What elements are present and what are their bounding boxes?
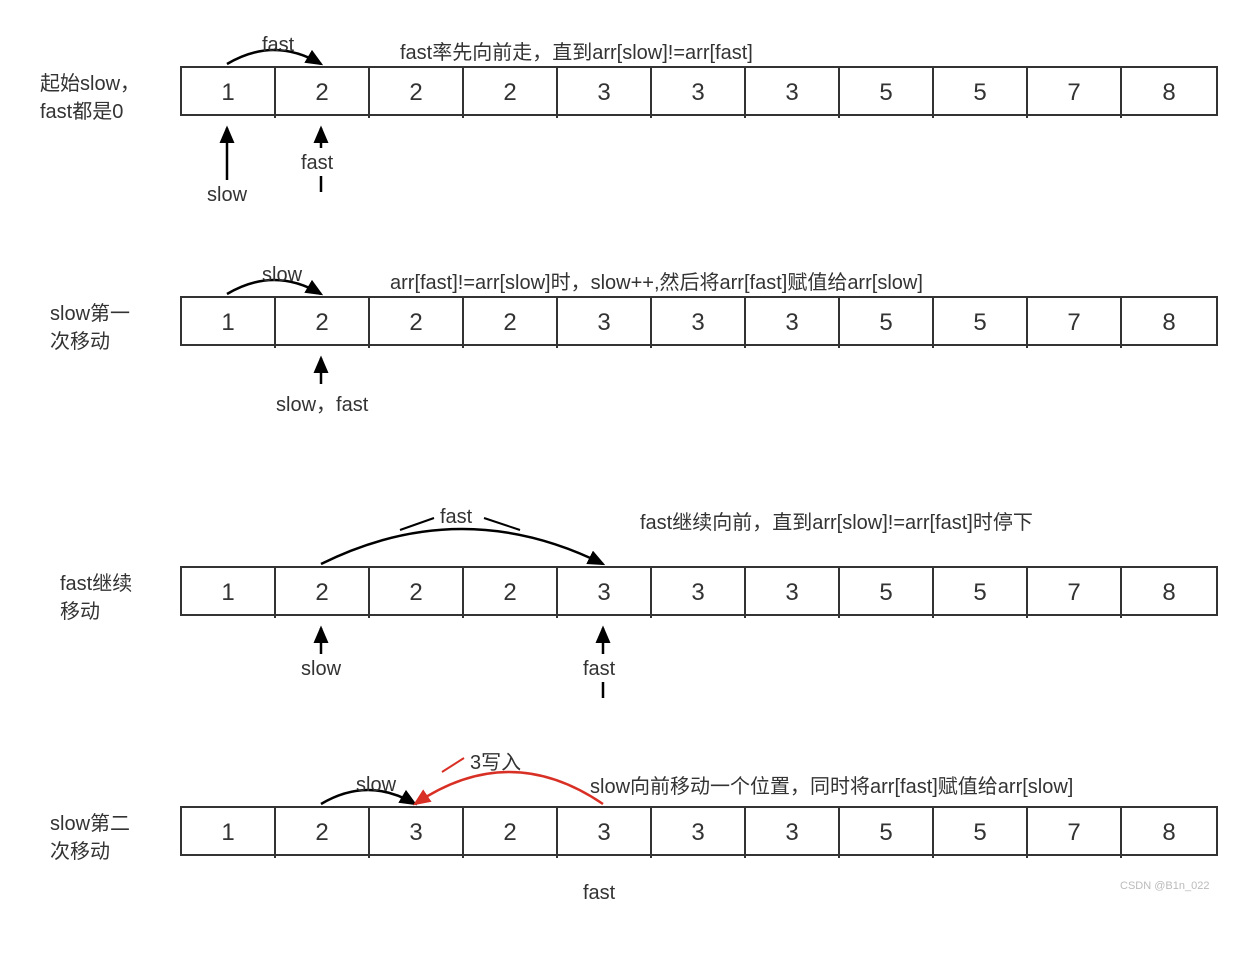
array-cell: 5 [934, 68, 1028, 118]
arc-label: fast [262, 34, 294, 57]
watermark: CSDN @B1n_022 [1120, 880, 1209, 892]
arc-label: slow [262, 264, 302, 287]
array-cell: 2 [370, 68, 464, 118]
array-row: 12323335578 [180, 806, 1218, 856]
diagram-step: slow第一次移动 arr[fast]!=arr[slow]时，slow++,然后… [0, 250, 1246, 480]
step-description: arr[fast]!=arr[slow]时，slow++,然后将arr[fast… [390, 266, 923, 295]
step-side-label: 起始slow，fast都是0 [40, 70, 140, 126]
diagram-step: slow第二次移动 slow向前移动一个位置，同时将arr[fast]赋值给arr… [0, 730, 1246, 960]
array-cell: 3 [746, 808, 840, 858]
array-cell: 2 [276, 298, 370, 348]
array-cell: 7 [1028, 68, 1122, 118]
array-cell: 8 [1122, 808, 1216, 858]
pointer-label: slow [301, 658, 341, 681]
array-cell: 3 [652, 298, 746, 348]
arc-label: fast [440, 506, 472, 529]
pointer-label: fast [583, 882, 615, 905]
step-description: fast率先向前走，直到arr[slow]!=arr[fast] [400, 36, 753, 65]
step-description: fast继续向前，直到arr[slow]!=arr[fast]时停下 [640, 506, 1033, 535]
array-cell: 3 [746, 298, 840, 348]
array-cell: 2 [276, 808, 370, 858]
array-cell: 2 [276, 68, 370, 118]
array-cell: 2 [370, 568, 464, 618]
array-cell: 5 [840, 808, 934, 858]
array-cell: 3 [652, 808, 746, 858]
array-cell: 3 [558, 68, 652, 118]
array-cell: 7 [1028, 808, 1122, 858]
array-cell: 2 [276, 568, 370, 618]
step-side-label: slow第二次移动 [50, 810, 130, 866]
step-description: slow向前移动一个位置，同时将arr[fast]赋值给arr[slow] [590, 770, 1073, 799]
array-cell: 2 [464, 568, 558, 618]
pointer-label: slow [207, 184, 247, 207]
array-cell: 2 [464, 298, 558, 348]
step-side-label: slow第一次移动 [50, 300, 130, 356]
array-cell: 3 [746, 68, 840, 118]
array-cell: 5 [934, 568, 1028, 618]
array-cell: 1 [182, 298, 276, 348]
array-cell: 1 [182, 568, 276, 618]
array-cell: 5 [934, 808, 1028, 858]
array-cell: 3 [746, 568, 840, 618]
pointer-label: fast [583, 658, 615, 681]
array-cell: 5 [840, 298, 934, 348]
array-cell: 7 [1028, 298, 1122, 348]
array-cell: 8 [1122, 68, 1216, 118]
array-cell: 3 [652, 68, 746, 118]
array-row: 12223335578 [180, 566, 1218, 616]
array-cell: 2 [464, 808, 558, 858]
array-cell: 7 [1028, 568, 1122, 618]
array-cell: 5 [934, 298, 1028, 348]
array-cell: 5 [840, 68, 934, 118]
array-row: 12223335578 [180, 296, 1218, 346]
arc-label-write: 3写入 [470, 746, 521, 775]
array-cell: 3 [558, 298, 652, 348]
array-cell: 1 [182, 808, 276, 858]
diagram-step: 起始slow，fast都是0 fast率先向前走，直到arr[slow]!=arr… [0, 20, 1246, 250]
array-cell: 3 [558, 568, 652, 618]
array-cell: 5 [840, 568, 934, 618]
array-cell: 3 [370, 808, 464, 858]
array-cell: 8 [1122, 568, 1216, 618]
pointer-label: slow，fast [276, 388, 368, 417]
array-cell: 2 [464, 68, 558, 118]
diagram-step: fast继续移动 fast继续向前，直到arr[slow]!=arr[fast]时… [0, 490, 1246, 720]
array-cell: 1 [182, 68, 276, 118]
pointer-label: fast [301, 152, 333, 175]
array-cell: 3 [558, 808, 652, 858]
array-row: 12223335578 [180, 66, 1218, 116]
arc-label: slow [356, 774, 396, 797]
array-cell: 8 [1122, 298, 1216, 348]
array-cell: 3 [652, 568, 746, 618]
array-cell: 2 [370, 298, 464, 348]
step-side-label: fast继续移动 [60, 570, 132, 626]
